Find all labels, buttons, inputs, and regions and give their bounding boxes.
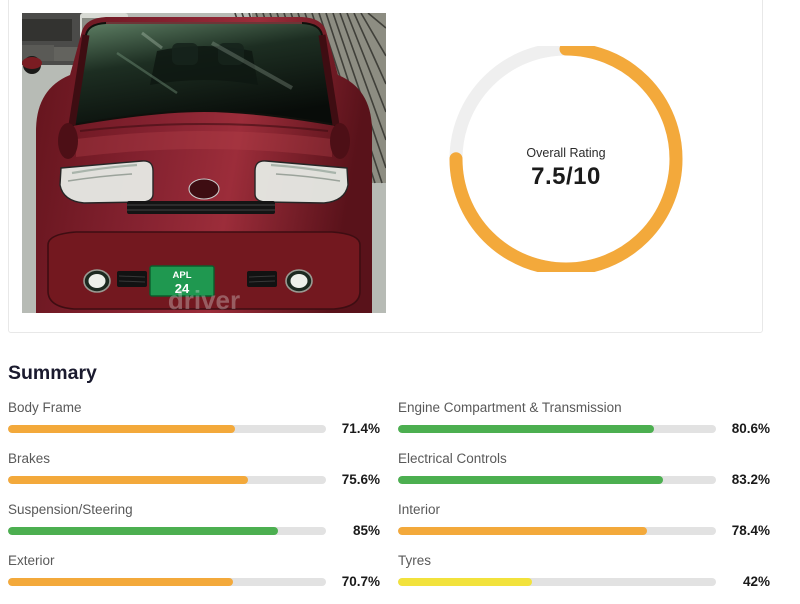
svg-text:driver: driver bbox=[168, 285, 240, 313]
svg-text:APL: APL bbox=[173, 270, 192, 281]
